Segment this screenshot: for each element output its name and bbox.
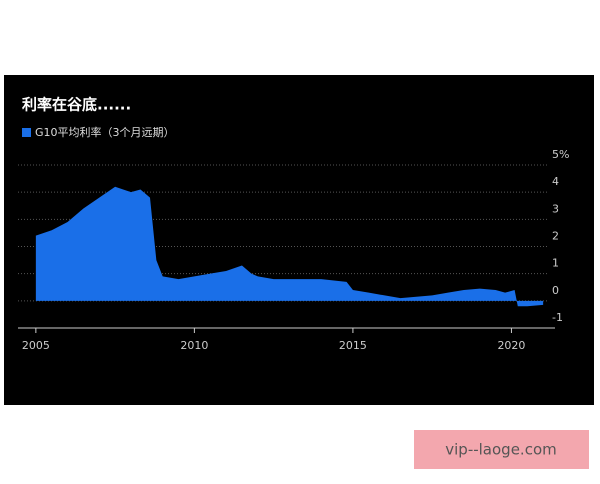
y-tick-label: 4 (552, 175, 559, 188)
legend-label: G10平均利率（3个月远期） (35, 125, 175, 139)
y-tick-label: 3 (552, 202, 559, 215)
y-tick-label: 2 (552, 230, 559, 243)
y-tick-label: -1 (552, 311, 563, 324)
watermark-box (414, 430, 589, 469)
y-tick-label: 1 (552, 257, 559, 270)
y-tick-label: 5% (552, 148, 569, 161)
x-tick-label: 2010 (180, 339, 208, 352)
y-tick-label: 0 (552, 284, 559, 297)
x-tick-label: 2005 (22, 339, 50, 352)
area (35, 186, 544, 307)
x-tick-label: 2020 (497, 339, 525, 352)
x-tick-label: 2015 (339, 339, 367, 352)
legend-swatch (22, 128, 31, 137)
watermark: vip--laoge.com (445, 441, 556, 459)
chart-title: 利率在谷底...... (22, 96, 131, 114)
